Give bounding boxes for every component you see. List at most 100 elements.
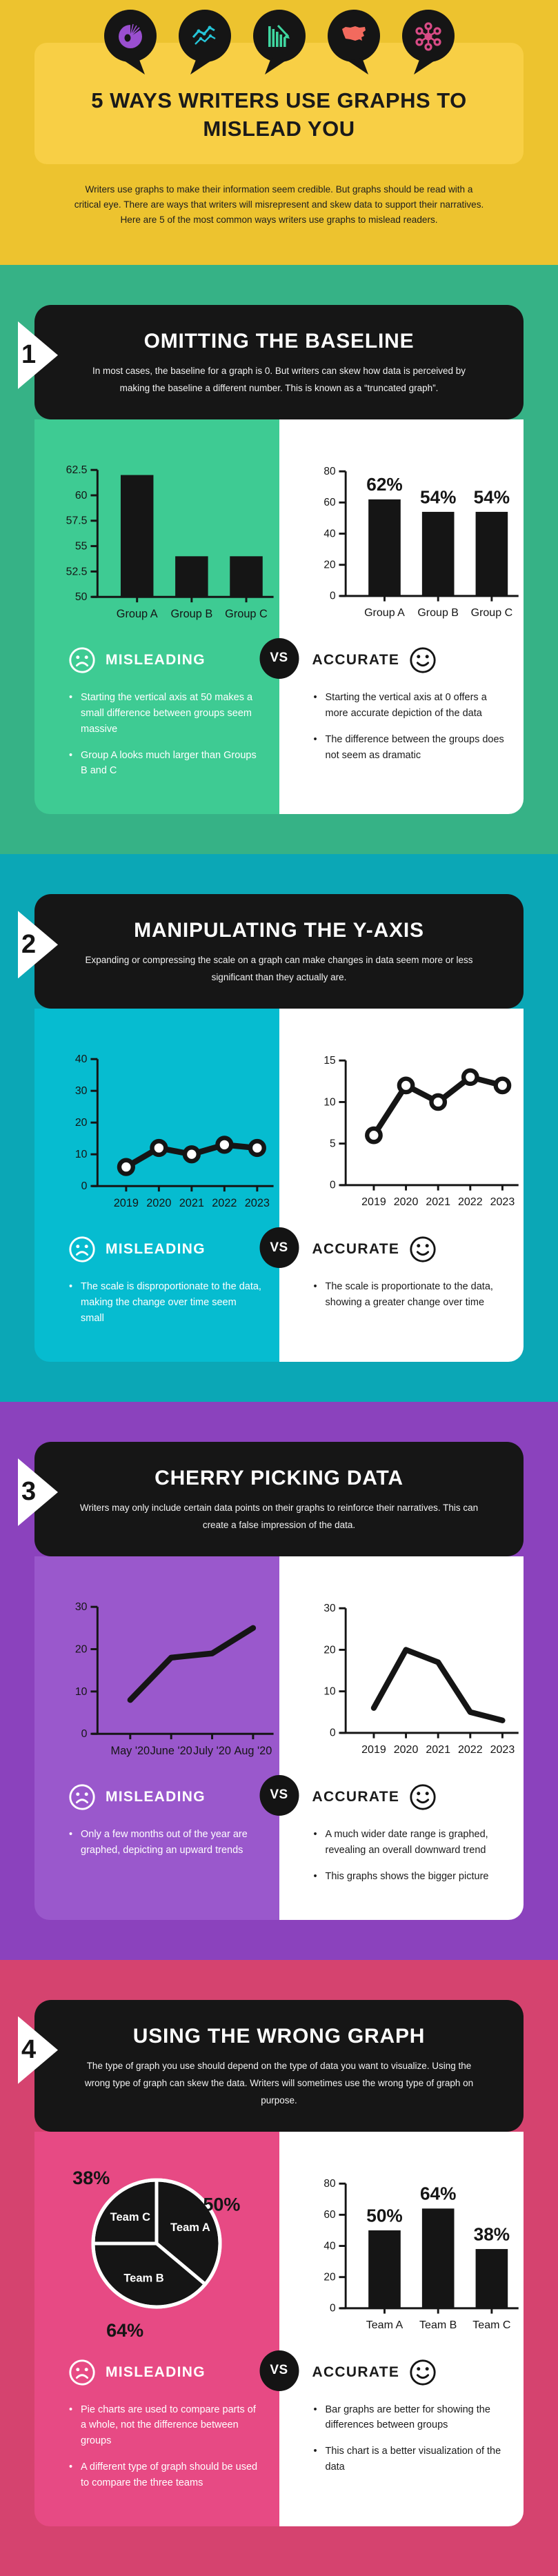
sad-face-icon bbox=[69, 1236, 95, 1262]
misleading-label: MISLEADING bbox=[106, 1788, 206, 1805]
bullet-item: This chart is a better visualization of … bbox=[314, 2444, 508, 2475]
chart-zero-baseline-bar: 0 20 40 60 80 Group A Group B Group C 62%… bbox=[279, 419, 524, 642]
chart-proportionate-axis-line: 0 5 10 15 2019 2020 2021 2022 2023 bbox=[279, 1009, 524, 1231]
svg-text:80: 80 bbox=[323, 466, 336, 477]
accurate-bullets: The scale is proportionate to the data, … bbox=[279, 1268, 524, 1346]
svg-text:0: 0 bbox=[329, 1180, 335, 1191]
accurate-panel: 0 20 40 60 80 Group A Group B Group C 62%… bbox=[279, 419, 524, 815]
smiley-face-icon bbox=[410, 647, 436, 673]
sad-face-icon bbox=[69, 647, 95, 673]
misleading-label-row: MISLEADING bbox=[34, 1779, 279, 1816]
svg-text:Group A: Group A bbox=[117, 608, 158, 620]
svg-text:40: 40 bbox=[323, 528, 336, 539]
svg-text:Team C: Team C bbox=[110, 2210, 150, 2223]
chart-cherry-picked-line: 0 10 20 30 May '20 June '20 July '20 Aug… bbox=[34, 1556, 279, 1779]
svg-text:Team A: Team A bbox=[170, 2221, 210, 2234]
svg-text:Team A: Team A bbox=[366, 2319, 403, 2331]
page-title: 5 WAYS WRITERS USE GRAPHS TO MISLEAD YOU bbox=[91, 88, 467, 141]
svg-text:60: 60 bbox=[75, 490, 88, 502]
section-subtitle: Expanding or compressing the scale on a … bbox=[85, 955, 473, 983]
section-subtitle: In most cases, the baseline for a graph … bbox=[92, 365, 466, 393]
svg-text:Group A: Group A bbox=[364, 606, 405, 619]
svg-text:20: 20 bbox=[75, 1117, 88, 1129]
section-omitting-the-baseline: 1 OMITTING THE BASELINE In most cases, t… bbox=[0, 264, 558, 855]
misleading-label-row: MISLEADING bbox=[34, 1231, 279, 1268]
section-headline-box: 1 OMITTING THE BASELINE In most cases, t… bbox=[18, 304, 524, 419]
svg-text:15: 15 bbox=[323, 1055, 335, 1067]
vs-badge: VS bbox=[259, 1774, 299, 1816]
bullet-item: Starting the vertical axis at 0 offers a… bbox=[314, 690, 508, 722]
bullet-item: Group A looks much larger than Groups B … bbox=[69, 748, 263, 780]
accurate-panel: 0 20 40 60 80 Team A Team B Team C 50% 64%… bbox=[279, 2131, 524, 2527]
section-headline-box: 2 MANIPULATING THE Y-AXIS Expanding or c… bbox=[18, 894, 524, 1009]
bullet-item: The scale is proportionate to the data, … bbox=[314, 1279, 508, 1311]
section-headline-box: 4 USING THE WRONG GRAPH The type of grap… bbox=[18, 1999, 524, 2132]
svg-text:Group B: Group B bbox=[170, 608, 212, 620]
chart-wrong-type-pie: Team A Team B Team C 50% 64% 38% bbox=[34, 2132, 279, 2354]
svg-text:2023: 2023 bbox=[490, 1196, 515, 1208]
svg-text:Team B: Team B bbox=[124, 2272, 164, 2284]
sad-face-icon bbox=[69, 2359, 95, 2386]
vs-text: VS bbox=[270, 2363, 288, 2378]
comparison-panels: 50 52.5 55 57.5 60 62.5 Group A Group B … bbox=[34, 419, 524, 815]
bullet-item: The difference between the groups does n… bbox=[314, 732, 508, 764]
section-number-marker: 2 bbox=[18, 911, 58, 979]
svg-text:0: 0 bbox=[329, 2302, 335, 2314]
svg-text:38%: 38% bbox=[473, 2223, 509, 2244]
speech-bubble bbox=[401, 10, 455, 75]
svg-text:Group C: Group C bbox=[470, 606, 512, 619]
svg-text:2020: 2020 bbox=[393, 1743, 418, 1756]
svg-text:2020: 2020 bbox=[393, 1196, 418, 1208]
misleading-panel: Team A Team B Team C 50% 64% 38% MISLEADING P… bbox=[34, 2131, 279, 2527]
vs-badge: VS bbox=[259, 637, 299, 679]
section-headline-box: 3 CHERRY PICKING DATA Writers may only i… bbox=[18, 1441, 524, 1556]
svg-text:60: 60 bbox=[323, 497, 336, 508]
accurate-label-row: ACCURATE bbox=[279, 642, 524, 679]
svg-text:2021: 2021 bbox=[426, 1196, 450, 1208]
svg-text:2022: 2022 bbox=[457, 1743, 482, 1756]
misleading-label-row: MISLEADING bbox=[34, 2354, 279, 2391]
network-icon bbox=[415, 22, 441, 51]
svg-text:55: 55 bbox=[75, 540, 88, 552]
accurate-panel: 0 5 10 15 2019 2020 2021 2022 2023 ACCUR… bbox=[279, 1009, 524, 1362]
svg-text:2019: 2019 bbox=[361, 1196, 386, 1208]
section-title: OMITTING THE BASELINE bbox=[143, 329, 415, 353]
smiley-face-icon bbox=[410, 1784, 436, 1810]
svg-text:20: 20 bbox=[323, 1644, 336, 1656]
section-title: USING THE WRONG GRAPH bbox=[132, 2024, 426, 2048]
svg-text:60: 60 bbox=[323, 2209, 336, 2221]
svg-text:June '20: June '20 bbox=[150, 1745, 192, 1757]
vs-badge: VS bbox=[259, 1227, 299, 1269]
misleading-panel: 0 10 20 30 40 2019 2020 2021 2022 2023 M… bbox=[34, 1009, 279, 1362]
infographic-header: 5 WAYS WRITERS USE GRAPHS TO MISLEAD YOU… bbox=[0, 0, 558, 265]
svg-text:2022: 2022 bbox=[212, 1197, 237, 1209]
section-title: MANIPULATING THE Y-AXIS bbox=[134, 919, 424, 942]
accurate-label: ACCURATE bbox=[312, 1241, 400, 1258]
svg-text:2022: 2022 bbox=[457, 1196, 482, 1208]
svg-text:10: 10 bbox=[75, 1149, 88, 1160]
accurate-label: ACCURATE bbox=[312, 651, 400, 668]
svg-text:38%: 38% bbox=[72, 2168, 110, 2188]
accurate-label: ACCURATE bbox=[312, 2364, 400, 2380]
bullet-item: Bar graphs are better for showing the di… bbox=[314, 2402, 508, 2434]
speech-bubble bbox=[103, 10, 157, 75]
accurate-bullets: Bar graphs are better for showing the di… bbox=[279, 2391, 524, 2511]
svg-text:0: 0 bbox=[81, 1728, 88, 1740]
misleading-bullets: Starting the vertical axis at 50 makes a… bbox=[34, 679, 279, 815]
icon-bubble-row bbox=[0, 8, 558, 77]
accurate-bullets: A much wider date range is graphed, reve… bbox=[279, 1816, 524, 1920]
svg-text:2019: 2019 bbox=[361, 1743, 386, 1756]
vs-badge: VS bbox=[259, 2350, 299, 2391]
section-number: 3 bbox=[21, 1477, 37, 1507]
speech-bubble bbox=[252, 10, 306, 75]
svg-text:64%: 64% bbox=[106, 2319, 143, 2340]
comparison-panels: 0 10 20 30 40 2019 2020 2021 2022 2023 M… bbox=[34, 1009, 524, 1362]
svg-text:July '20: July '20 bbox=[193, 1745, 231, 1757]
svg-text:20: 20 bbox=[323, 559, 336, 571]
svg-text:0: 0 bbox=[81, 1180, 88, 1192]
bullet-item: Pie charts are used to compare parts of … bbox=[69, 2402, 263, 2450]
usa-map-icon bbox=[341, 26, 366, 41]
svg-text:0: 0 bbox=[329, 591, 335, 602]
chart-full-range-line: 0 10 20 30 2019 2020 2021 2022 2023 bbox=[279, 1556, 524, 1779]
section-using-the-wrong-graph: 4 USING THE WRONG GRAPH The type of grap… bbox=[0, 1959, 558, 2576]
